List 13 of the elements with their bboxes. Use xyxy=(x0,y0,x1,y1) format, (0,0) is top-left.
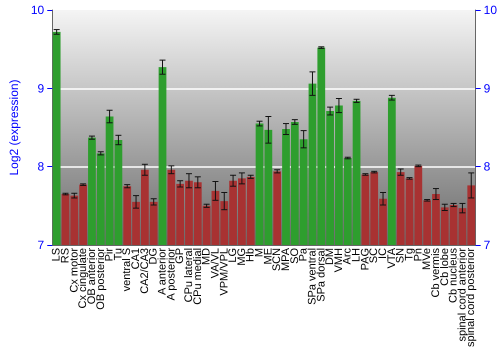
y2-tick-label: 8 xyxy=(484,160,491,174)
y-tick-label: 10 xyxy=(30,3,45,17)
x-tick-label: RS xyxy=(59,248,72,264)
y-tick-label: 9 xyxy=(38,81,45,96)
y-tick-label: 7 xyxy=(38,238,45,252)
y2-tick-label: 9 xyxy=(484,81,491,96)
y2-tick-label: 10 xyxy=(484,3,498,17)
y-axis-title: Log2 (expression) xyxy=(7,79,21,176)
y2-tick-label: 7 xyxy=(484,238,491,252)
x-tick-label: Tg xyxy=(403,248,416,261)
x-tick-label: spinal cord posterior xyxy=(465,248,478,348)
y-tick-label: 8 xyxy=(38,160,45,174)
x-tick-label: A posterior xyxy=(165,248,178,301)
